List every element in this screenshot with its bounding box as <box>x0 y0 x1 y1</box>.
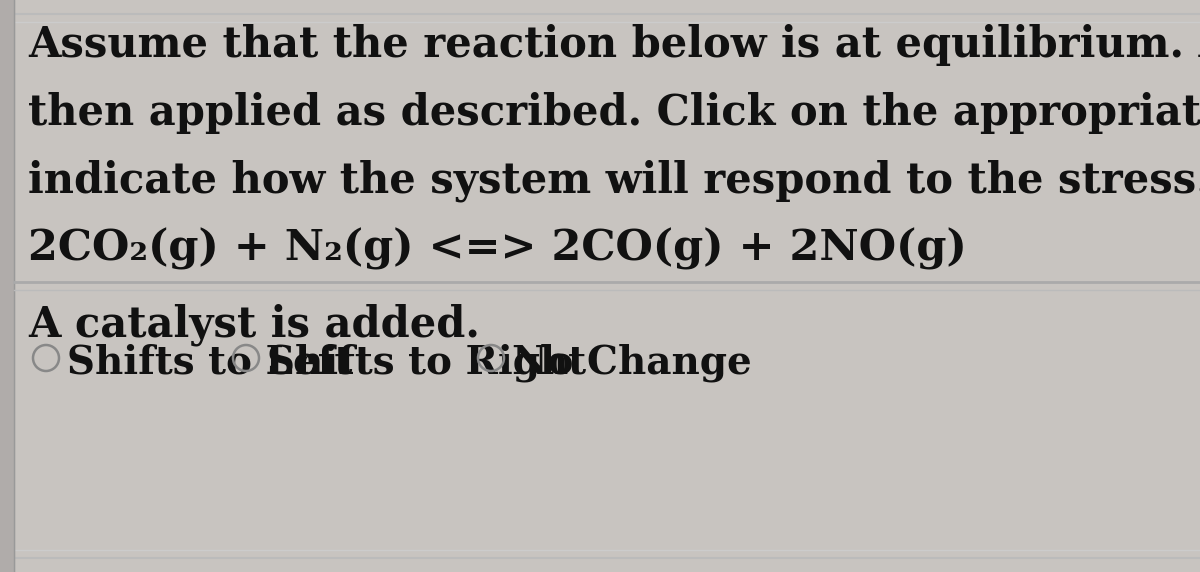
Text: Shifts to Left: Shifts to Left <box>67 344 353 382</box>
Text: 2CO₂(g) + N₂(g) <=> 2CO(g) + 2NO(g): 2CO₂(g) + N₂(g) <=> 2CO(g) + 2NO(g) <box>28 228 967 271</box>
Text: Shifts to Right: Shifts to Right <box>266 344 586 383</box>
Text: Assume that the reaction below is at equilibrium. A stress is: Assume that the reaction below is at equ… <box>28 24 1200 66</box>
Text: then applied as described. Click on the appropriate circle to: then applied as described. Click on the … <box>28 92 1200 134</box>
Text: A catalyst is added.: A catalyst is added. <box>28 304 480 347</box>
Text: indicate how the system will respond to the stress.: indicate how the system will respond to … <box>28 160 1200 202</box>
Text: No Change: No Change <box>512 344 751 383</box>
